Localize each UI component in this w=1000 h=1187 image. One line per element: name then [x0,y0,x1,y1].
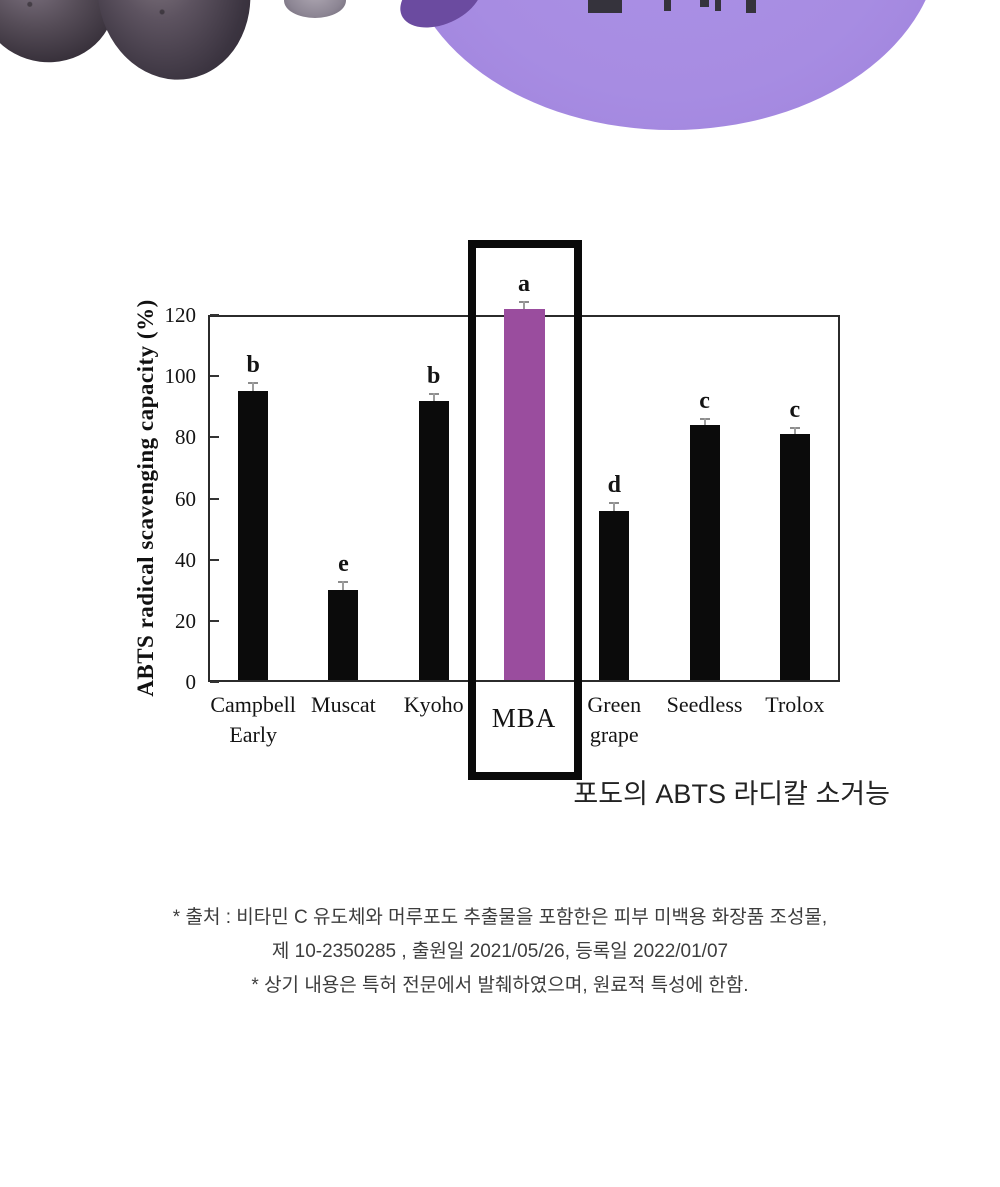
x-tick-label: Seedless [666,692,743,717]
grape-berry [83,0,265,92]
y-tick-mark [210,436,219,439]
bar [328,590,359,680]
mba-highlight-box [468,240,582,780]
error-bar [699,417,710,426]
sig-letter: d [607,471,621,498]
sig-letter: b [427,363,441,390]
error-bar [609,501,620,511]
x-tick-label: Muscat [311,692,376,717]
bar [238,391,269,680]
bar-highlight [503,308,545,680]
cropped-text-fragment [746,0,756,13]
cropped-text-fragment [700,0,709,7]
y-tick-mark [210,619,219,622]
y-tick-label: 20 [175,608,196,633]
source-note: * 출처 : 비타민 C 유도체와 머루포도 추출물을 포함한은 피부 미백용 … [0,901,1000,1003]
sig-letter: b [246,352,260,379]
purple-ellipse-banner [404,0,940,130]
source-note-line-3: * 상기 내용은 특허 전문에서 발췌하였으며, 원료적 특성에 한함. [251,975,749,996]
x-tick-label: Green grape [587,692,642,747]
y-tick-mark [210,314,219,316]
cropped-text-fragment [715,0,721,11]
cropped-text-fragment [664,0,671,11]
y-tick-label: 40 [175,547,196,572]
error-bar [248,382,259,391]
y-tick-mark [210,558,219,561]
y-tick-label: 80 [175,425,196,450]
x-tick-label: Trolox [765,692,825,717]
y-tick-label: 0 [185,670,197,694]
error-bar [428,393,439,401]
chart-caption: 포도의 ABTS 라디칼 소거능 [573,779,890,809]
source-note-line-2: 제 10-2350285 , 출원일 2021/05/26, 등록일 2022/… [271,941,729,962]
x-tick-label: Kyoho [403,692,464,717]
x-tick-label: MBA [491,703,557,733]
bar [599,510,630,680]
grape-berry [284,0,346,18]
error-bar [789,426,800,435]
sig-letter: e [338,551,349,578]
y-tick-mark [210,497,219,500]
bar [779,434,810,680]
x-tick-label: Campbell Early [210,692,296,747]
sig-letter: c [699,387,710,414]
y-tick-label: 100 [164,364,197,389]
sig-letter: c [789,396,801,423]
error-bar [519,301,529,309]
cropped-text-fragment [588,0,622,13]
y-tick-label: 120 [164,303,197,327]
y-tick-label: 60 [175,486,196,511]
sig-letter: a [518,271,530,298]
source-note-line-1: * 출처 : 비타민 C 유도체와 머루포도 추출물을 포함한은 피부 미백용 … [172,907,828,928]
y-tick-mark [210,375,219,378]
bar [418,400,449,680]
error-bar [338,581,349,590]
bar [689,425,720,680]
grape-berry-speckle [83,0,265,92]
y-tick-mark [210,681,219,683]
